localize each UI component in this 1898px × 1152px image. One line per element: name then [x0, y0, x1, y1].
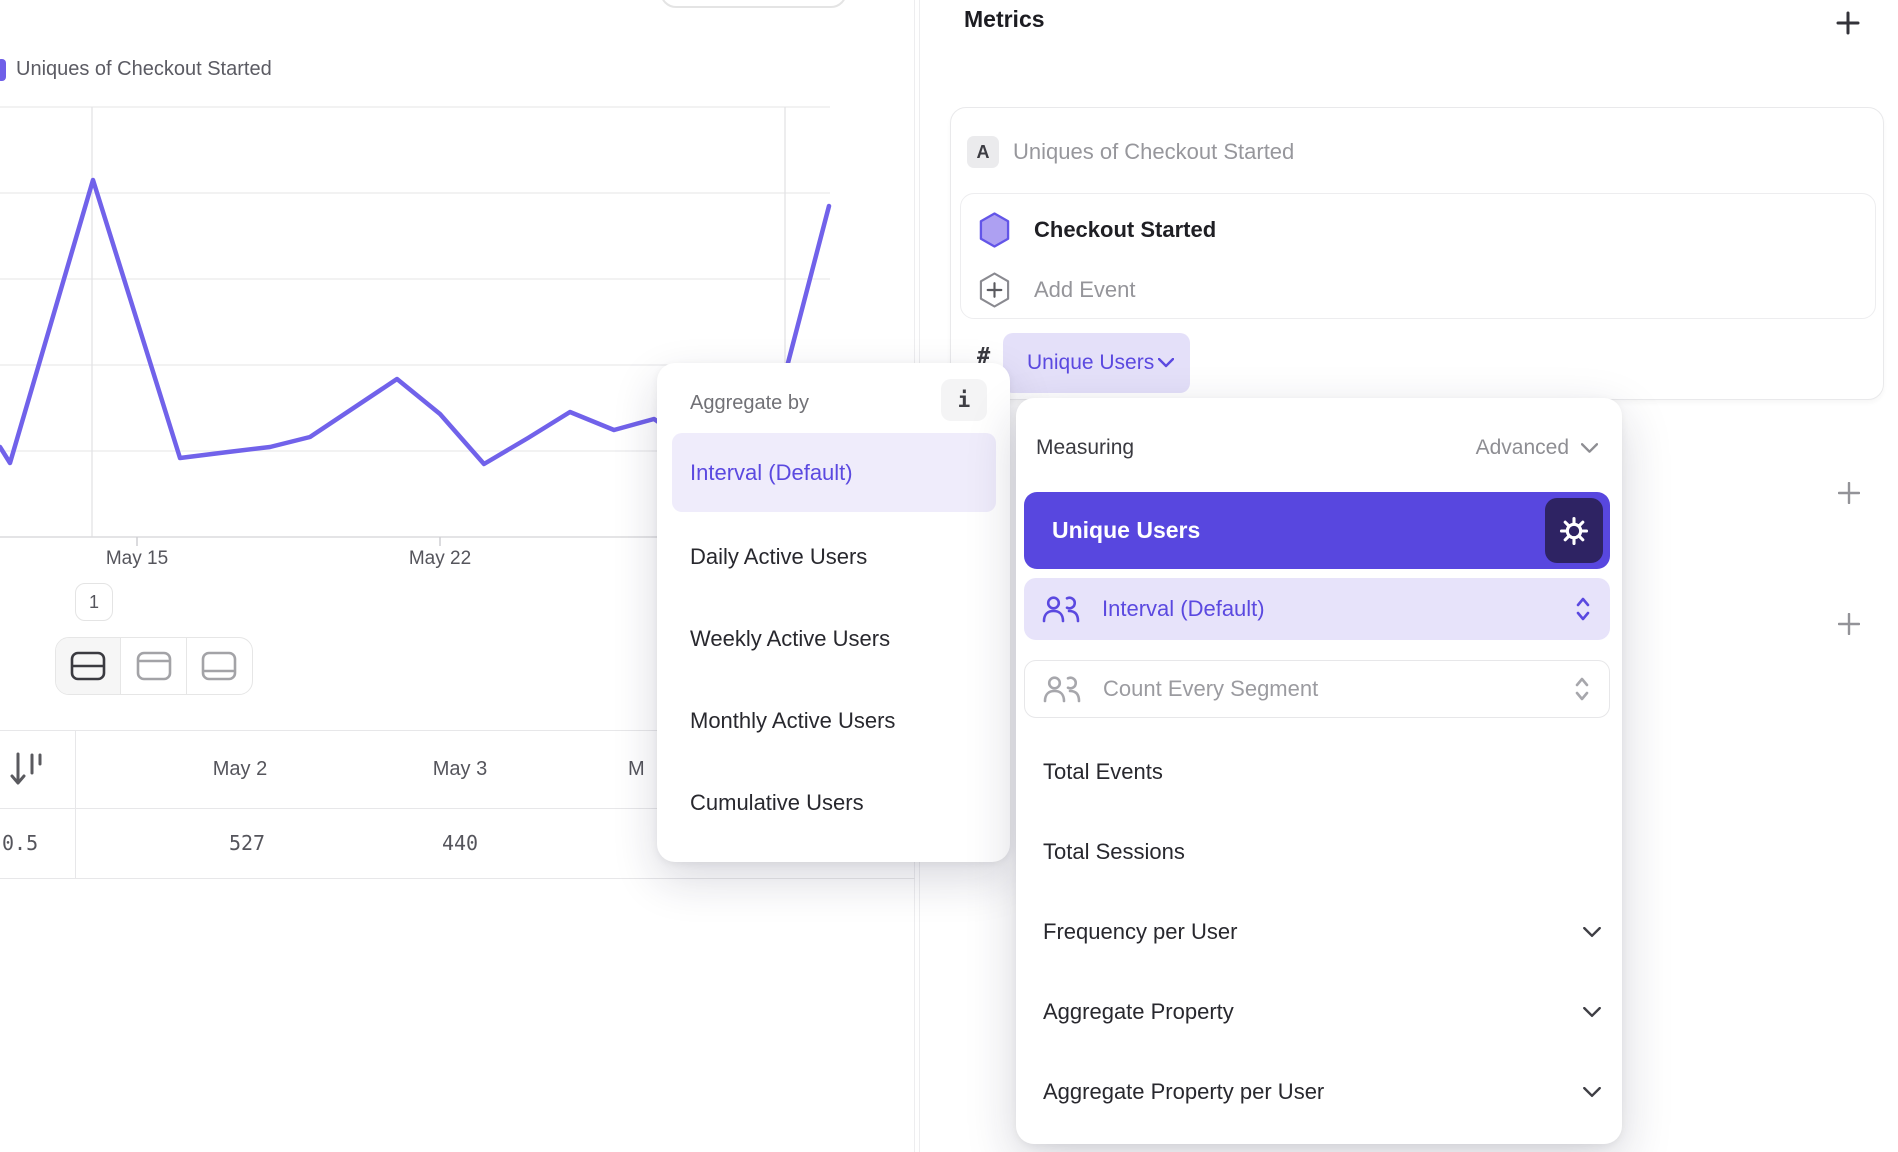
- aggregate-by-title: Aggregate by: [690, 391, 809, 414]
- sort-icon: [10, 752, 42, 785]
- event-row-checkout-started[interactable]: Checkout Started: [978, 211, 1216, 249]
- bottom-panel-icon: [202, 651, 237, 681]
- aggregate-by-menu: Aggregate by i Interval (Default) Daily A…: [657, 363, 1010, 862]
- info-button[interactable]: i: [941, 379, 987, 421]
- layout-toggle-group: [55, 637, 253, 695]
- measure-option-label: Frequency per User: [1043, 919, 1238, 944]
- table-column-divider: [75, 730, 76, 878]
- chevron-down-icon: [1581, 442, 1598, 453]
- measure-option-unique-users-selected[interactable]: Unique Users: [1024, 492, 1610, 569]
- legend-series-marker: [0, 58, 6, 81]
- add-section-button-1[interactable]: [1838, 482, 1860, 504]
- select-chevrons-icon: [1576, 597, 1590, 621]
- aggregate-option-weekly-active-users[interactable]: Weekly Active Users: [690, 626, 891, 651]
- table-header-divider: [0, 808, 915, 809]
- legend-series-label: Uniques of Checkout Started: [16, 58, 272, 80]
- select-chevrons-icon: [1575, 677, 1589, 701]
- select-label: Interval (Default): [1102, 596, 1265, 621]
- table-header-may2[interactable]: May 2: [212, 757, 268, 780]
- chevron-down-icon: [1583, 1086, 1601, 1097]
- users-icon: [1042, 596, 1080, 623]
- measuring-select-interval-default-[interactable]: Interval (Default): [1024, 578, 1610, 640]
- measure-option-total-events[interactable]: Total Events: [1043, 750, 1601, 794]
- table-cell-may3: 440: [441, 831, 479, 855]
- table-border-bottom: [0, 878, 915, 879]
- add-event-button[interactable]: Add Event: [978, 271, 1136, 309]
- info-icon: i: [957, 388, 971, 412]
- table-header-may3[interactable]: May 3: [432, 757, 488, 780]
- add-metric-button[interactable]: [1836, 11, 1860, 35]
- x-tick-label: May 22: [408, 548, 472, 569]
- chevron-down-icon: [1158, 358, 1174, 368]
- measure-option-aggregate-property-per-user[interactable]: Aggregate Property per User: [1043, 1070, 1601, 1114]
- measuring-menu: Measuring Advanced Unique Users: [1016, 398, 1622, 1144]
- measuring-title: Measuring: [1036, 436, 1135, 459]
- event-block: Checkout Started Add Event: [960, 193, 1876, 319]
- advanced-toggle[interactable]: Advanced: [1476, 436, 1598, 460]
- measure-option-label: Aggregate Property per User: [1043, 1079, 1325, 1104]
- table-row-label-partial: 0.5: [2, 831, 39, 855]
- chevron-down-icon: [1583, 1006, 1601, 1017]
- metric-letter-badge: A: [967, 136, 999, 168]
- selected-measure-label: Unique Users: [1052, 517, 1201, 543]
- hash-symbol: #: [977, 344, 991, 369]
- advanced-label: Advanced: [1475, 436, 1569, 459]
- metrics-panel-title: Metrics: [964, 6, 1045, 32]
- users-icon: [1043, 676, 1081, 703]
- table-header-truncated[interactable]: M: [628, 757, 645, 780]
- results-table: May 2 May 3 M 0.5 527 440: [0, 730, 915, 879]
- x-tick-label: May 15: [105, 548, 169, 569]
- aggregate-option-interval-default-[interactable]: Interval (Default): [672, 433, 996, 512]
- measure-settings-button[interactable]: [1545, 498, 1603, 563]
- measure-option-label: Total Sessions: [1043, 839, 1185, 864]
- aggregate-option-cumulative-users[interactable]: Cumulative Users: [690, 790, 864, 815]
- metric-name-input[interactable]: Uniques of Checkout Started: [1013, 139, 1295, 164]
- add-event-hexagon-icon: [979, 272, 1010, 308]
- measuring-select-count-every-segment[interactable]: Count Every Segment: [1024, 660, 1610, 718]
- measure-option-aggregate-property[interactable]: Aggregate Property: [1043, 990, 1601, 1034]
- measure-option-total-sessions[interactable]: Total Sessions: [1043, 830, 1601, 874]
- layout-top-panel-button[interactable]: [121, 638, 187, 694]
- split-horizontal-icon: [70, 651, 106, 681]
- table-border-top: [0, 730, 915, 731]
- aggregate-option-monthly-active-users[interactable]: Monthly Active Users: [690, 708, 896, 733]
- gear-icon: [1559, 516, 1589, 545]
- select-label: Count Every Segment: [1103, 676, 1319, 701]
- aggregate-option-daily-active-users[interactable]: Daily Active Users: [690, 544, 868, 569]
- measuring-header: Measuring Advanced: [1036, 428, 1598, 468]
- measure-option-label: Total Events: [1043, 759, 1163, 784]
- measure-option-frequency-per-user[interactable]: Frequency per User: [1043, 910, 1601, 954]
- event-hexagon-icon: [979, 212, 1010, 248]
- event-name-label: Checkout Started: [1034, 217, 1217, 242]
- layout-bottom-panel-button[interactable]: [187, 638, 252, 694]
- layout-split-horizontal-button[interactable]: [56, 638, 122, 694]
- chart-legend: Uniques of Checkout Started: [0, 58, 272, 81]
- add-event-label: Add Event: [1034, 277, 1136, 302]
- measure-option-label: Aggregate Property: [1043, 999, 1234, 1024]
- measure-chip-label: Unique Users: [1027, 351, 1155, 374]
- chevron-down-icon: [1583, 926, 1601, 937]
- add-section-button-2[interactable]: [1838, 613, 1860, 635]
- table-cell-may2: 527: [228, 831, 266, 855]
- page-number-badge[interactable]: 1: [75, 583, 113, 621]
- measure-chip-button[interactable]: Unique Users: [1003, 333, 1190, 393]
- sort-button[interactable]: [10, 730, 44, 808]
- top-panel-icon: [136, 651, 171, 681]
